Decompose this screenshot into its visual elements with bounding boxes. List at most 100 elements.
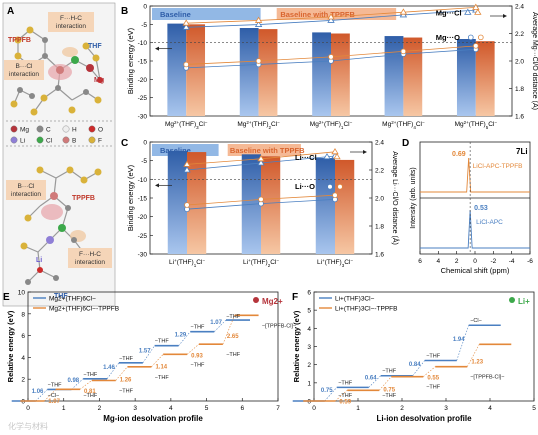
panel-b-category-label: Mg2+(THF)1Cl− (310, 120, 353, 130)
panel-b-line-marker (254, 20, 263, 27)
panel-b-line-marker (182, 23, 190, 30)
panel-c-category-label: Li+(THF)1Cl− (169, 258, 205, 268)
panel-e-step-label: −THF (155, 375, 170, 381)
bcl-label-bottom-1: B···Cl (18, 183, 36, 190)
panel-e-connector (115, 366, 128, 381)
panel-e-ion-label: Mg2+ (262, 297, 283, 306)
panel-b-legend-baseline-swatch (152, 8, 261, 20)
panel-b-bar-tppfb (258, 29, 278, 117)
panel-e-step-label: −THF (155, 339, 170, 345)
panel-b-legend-baseline: Baseline (160, 10, 191, 19)
panel-e-step-value: 1.14 (155, 365, 167, 371)
panel-b-series-label-cl: Mg···Cl (436, 8, 462, 17)
panel-e-connector (79, 380, 92, 390)
panel-f-step-label: −Cl− (470, 318, 482, 324)
panel-b-ytick-label: -10 (138, 40, 148, 47)
panel-c-y2tick-label: 2.2 (375, 168, 384, 175)
panel-f-step-label: −THF (426, 385, 441, 391)
atom-legend-label-b: B (72, 138, 76, 145)
panel-c-series-label-o-marker1 (327, 183, 333, 190)
panel-b-bar-baseline (239, 28, 259, 116)
fhc-label-top-2: interaction (56, 23, 86, 30)
panel-f-connector (467, 344, 480, 367)
atom-legend-marker-b (62, 136, 70, 144)
panel-b-bar-baseline (384, 36, 404, 116)
panel-e-step-value: 0.93 (191, 353, 203, 359)
panel-b-line-marker (182, 19, 190, 26)
panel-f-ylabel: Relative energy (eV) (292, 310, 301, 382)
panel-e-connector (71, 378, 84, 390)
mg-atom-label: Mg (94, 77, 104, 84)
panel-f-xtick-label: 2 (400, 405, 404, 412)
panel-b-category-label: Mg2+(THF)5Cl− (455, 120, 498, 130)
panel-b-line-marker (399, 8, 408, 15)
panel-b-legend-tppfb-swatch (276, 8, 397, 20)
panel-c-line-marker (183, 166, 191, 173)
panel-c-ytick-label: -25 (138, 233, 148, 240)
panel-c-series-label-cl-marker1 (323, 153, 331, 160)
panel-c-y2label: Average Li···Cl/O distance (Å) (391, 151, 400, 245)
panel-e-step-value: 2.65 (227, 334, 239, 340)
panel-e-xtick-label: 2 (98, 405, 102, 412)
bcl-label-box-top (4, 60, 44, 80)
panel-b-y2tick-label: 2.4 (515, 4, 524, 11)
panel-c-line-marker (184, 202, 190, 208)
panel-b-line-marker (254, 16, 263, 23)
panel-e-xtick-label: 1 (62, 405, 66, 412)
panel-b-line-marker (327, 13, 335, 20)
tppfb-label-bottom: TPPFB (72, 195, 95, 202)
panel-f-step-label: −THF (426, 353, 441, 359)
panel-c-bar-baseline (315, 158, 335, 254)
panel-d-xtick-label: 0 (473, 258, 477, 265)
panel-d-peak-bottom: 0.53 (474, 205, 488, 212)
panel-d-xtick-label: 4 (437, 258, 441, 265)
panel-d-ylabel: Intensity (arb. units) (410, 167, 417, 228)
panel-f-step-value: 0.59 (339, 400, 351, 406)
panel-c-series-label-cl: Li···Cl (295, 153, 317, 162)
panel-f-ytick-label: 5 (307, 308, 311, 315)
panel-e-ylabel: Relative energy (eV) (6, 310, 15, 382)
panel-f-step-label: −THF (338, 380, 353, 386)
panel-b-line-marker (472, 43, 479, 49)
panel-d-trace-bottom (420, 209, 530, 249)
fhc-label-box-top (48, 12, 94, 32)
panel-e-step-label: −THF (119, 356, 134, 362)
panel-d-trace-top-label: LiCl-APC-TPPFB (473, 163, 523, 170)
panel-e-connector (178, 331, 191, 346)
atom-legend-label-c: C (46, 127, 51, 134)
atom-legend: Mg C H O Li Cl B F (10, 125, 103, 145)
panel-b-bar-tppfb (186, 24, 206, 116)
fhc-label-box-bottom (68, 248, 112, 268)
panel-f-connector (324, 387, 337, 402)
panel-c-category-label: Li+(THF)3Cl− (317, 258, 353, 268)
panel-c-right-arrow-head (363, 150, 367, 154)
panel-b-label: B (121, 6, 128, 17)
panel-f-step-value: 0.84 (409, 362, 421, 368)
panel-c-y2tick-label: 1.8 (375, 224, 384, 231)
panel-f-xtick-label: 0 (312, 405, 316, 412)
panel-e-step-value: 1.29 (175, 333, 187, 339)
panel-c-line-marker (257, 155, 265, 162)
atom-legend-marker-c (36, 125, 44, 133)
bcl-label-box-bottom (6, 180, 46, 200)
panel-f-step-label: −THF (382, 393, 397, 399)
panel-c-line-marker (258, 196, 264, 203)
panel-d-xtick-label: 6 (418, 258, 422, 265)
panel-c-legend-tppfb-swatch (227, 144, 301, 156)
panel-e-ytick-label: 8 (21, 311, 25, 318)
panel-b-bar-baseline (456, 39, 476, 116)
panel-f-label: F (292, 292, 298, 303)
bcl-label-top-2: interaction (9, 71, 39, 78)
panel-d-trace-top (420, 157, 530, 193)
panel-c-ytick-label: -20 (138, 214, 148, 221)
panel-b-ytick-label: -5 (141, 22, 147, 29)
panel-f-xlabel: Li-ion desolvation profile (376, 414, 472, 423)
panel-f-connector (412, 360, 425, 376)
panel-c-ytick-label: -5 (141, 158, 147, 165)
mg-complex-structure (10, 26, 103, 116)
panel-e-plot-frame (27, 291, 279, 402)
panel-b-ytick-label: -20 (138, 77, 148, 84)
panel-b-ytick-label: -30 (138, 114, 148, 121)
panel-c-left-arrow-head (155, 183, 159, 188)
panel-e-ion-marker (253, 297, 259, 303)
